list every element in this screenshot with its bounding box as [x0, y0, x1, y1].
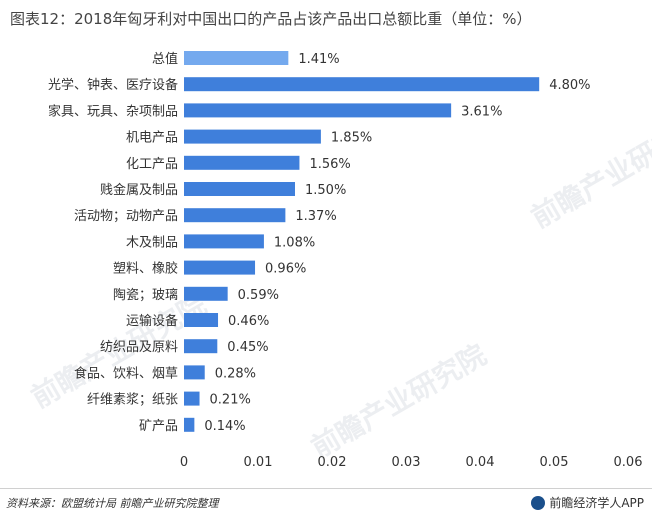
x-tick-label: 0.04: [466, 455, 495, 470]
brand-name: 前瞻经济学人APP: [549, 496, 644, 510]
x-tick-label: 0.06: [614, 455, 643, 470]
bar: [184, 286, 228, 301]
bar: [184, 365, 205, 380]
data-label: 0.21%: [210, 393, 251, 408]
bar: [184, 391, 200, 406]
bar: [184, 313, 219, 327]
footer: 资料来源：欧盟统计局 前瞻产业研究院整理 前瞻经济学人APP: [0, 488, 652, 522]
brand-logo-icon: [531, 495, 546, 510]
category-label: 机电产品: [126, 131, 178, 146]
category-label: 活动物；动物产品: [74, 209, 178, 224]
bar: [184, 51, 289, 65]
chart-title: 图表12：2018年匈牙利对中国出口的产品占该产品出口总额比重（单位：%）: [10, 10, 532, 28]
category-label: 运输设备: [126, 313, 178, 329]
category-label: 塑料、橡胶: [113, 261, 178, 277]
bar-chart: 总值 1.41% 光学、钟表、医疗设备 4.80% 家具、玩具、杂项制品 3.61% 机电产…: [48, 51, 643, 470]
category-label: 总值: [152, 51, 178, 67]
data-label: 1.37%: [295, 209, 336, 224]
category-label: 纤维素浆；纸张: [87, 393, 178, 408]
data-label: 0.45%: [227, 340, 268, 355]
bar: [184, 182, 295, 196]
bar: [184, 77, 540, 92]
category-label: 贱金属及制品: [100, 182, 178, 198]
category-label: 家具、玩具、杂项制品: [48, 103, 178, 119]
bar: [184, 417, 195, 432]
bar: [184, 234, 264, 249]
category-label: 食品、饮料、烟草: [74, 365, 178, 381]
data-label: 0.96%: [265, 262, 306, 277]
data-label: 0.28%: [215, 366, 256, 381]
data-label: 3.61%: [461, 104, 502, 119]
source-note: 资料来源：欧盟统计局 前瞻产业研究院整理: [6, 497, 219, 510]
data-label: 1.50%: [305, 183, 346, 198]
bar: [184, 129, 321, 144]
x-tick-label: 0.05: [540, 455, 569, 470]
data-label: 1.41%: [298, 52, 339, 67]
data-label: 4.80%: [549, 78, 590, 93]
brand: 前瞻经济学人APP: [531, 494, 644, 511]
data-label: 0.14%: [204, 419, 245, 434]
category-label: 化工产品: [126, 157, 178, 172]
bar: [184, 339, 218, 354]
bar: [184, 155, 300, 170]
data-label: 1.08%: [274, 235, 315, 250]
bar: [184, 103, 452, 118]
data-label: 0.59%: [238, 288, 279, 303]
x-tick-label: 0.02: [318, 455, 347, 470]
category-label: 陶瓷；玻璃: [113, 287, 178, 303]
x-tick-label: 0.01: [244, 455, 273, 470]
category-label: 光学、钟表、医疗设备: [48, 77, 178, 93]
category-label: 纺织品及原料: [100, 340, 178, 355]
data-label: 0.46%: [228, 314, 269, 329]
bar: [184, 208, 286, 223]
data-label: 1.85%: [331, 131, 372, 146]
data-label: 1.56%: [309, 157, 350, 172]
category-label: 木及制品: [126, 235, 178, 250]
x-tick-label: 0: [180, 455, 188, 470]
category-label: 矿产品: [139, 419, 178, 434]
bar: [184, 260, 256, 275]
x-tick-label: 0.03: [392, 455, 421, 470]
